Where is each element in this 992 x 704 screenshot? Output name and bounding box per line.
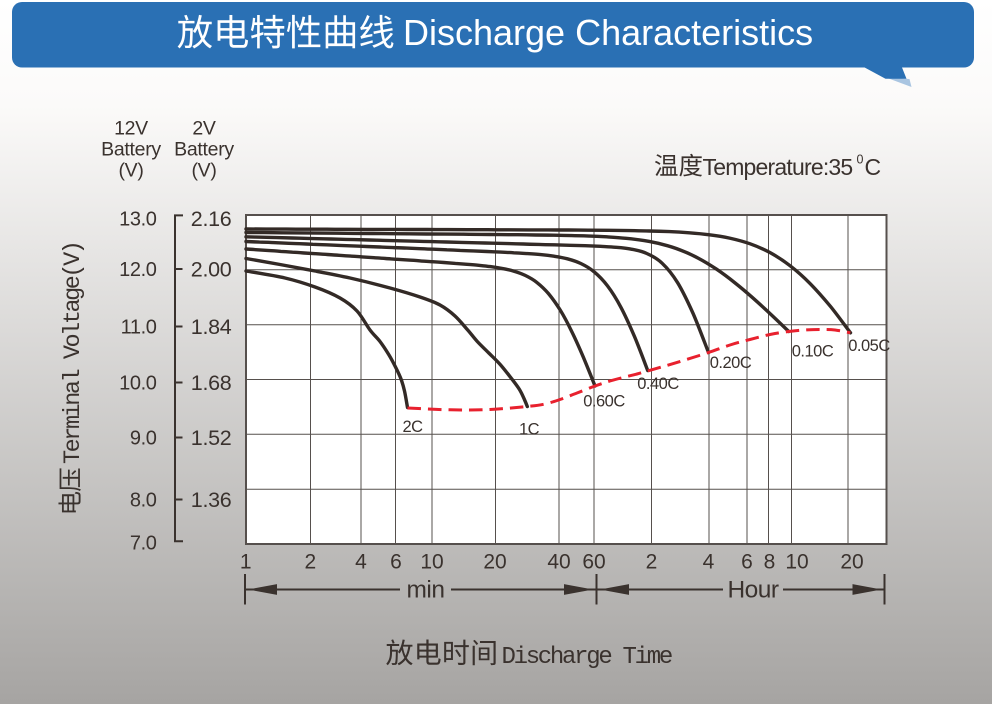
svg-text:11.0: 11.0 xyxy=(121,317,157,339)
svg-text:1.84: 1.84 xyxy=(191,315,232,339)
svg-text:Discharge Time: Discharge Time xyxy=(502,644,672,671)
svg-text:0.20C: 0.20C xyxy=(710,354,752,372)
svg-text:10: 10 xyxy=(785,551,808,574)
svg-text:2C: 2C xyxy=(402,418,423,436)
svg-text:1: 1 xyxy=(240,551,252,574)
svg-text:4: 4 xyxy=(703,551,715,574)
svg-text:2V: 2V xyxy=(192,118,216,140)
svg-text:20: 20 xyxy=(483,551,506,574)
svg-text:Terminal Voltage(V): Terminal Voltage(V) xyxy=(60,243,87,464)
svg-text:4: 4 xyxy=(355,551,367,574)
svg-text:Battery: Battery xyxy=(174,139,234,161)
svg-text:1.68: 1.68 xyxy=(191,371,232,395)
svg-text:0: 0 xyxy=(857,153,864,167)
svg-text:Hour: Hour xyxy=(727,577,778,604)
svg-text:12V: 12V xyxy=(114,118,148,140)
svg-text:1C: 1C xyxy=(519,421,540,439)
svg-text:Discharge Characteristics: Discharge Characteristics xyxy=(403,12,813,53)
svg-text:2.00: 2.00 xyxy=(191,258,232,282)
svg-text:9.0: 9.0 xyxy=(130,428,157,450)
svg-text:Battery: Battery xyxy=(101,139,161,161)
svg-text:0.40C: 0.40C xyxy=(637,375,679,393)
svg-text:min: min xyxy=(407,577,445,604)
svg-text:13.0: 13.0 xyxy=(119,209,157,231)
svg-text:8: 8 xyxy=(764,551,776,574)
svg-text:12.0: 12.0 xyxy=(119,259,157,281)
svg-text:60: 60 xyxy=(582,551,605,574)
svg-text:2.16: 2.16 xyxy=(191,207,232,231)
svg-text:20: 20 xyxy=(840,551,863,574)
svg-text:40: 40 xyxy=(547,551,570,574)
svg-text:10: 10 xyxy=(420,551,443,574)
svg-text:1.36: 1.36 xyxy=(191,488,232,512)
svg-text:0.10C: 0.10C xyxy=(792,342,834,360)
svg-text:(V): (V) xyxy=(118,160,143,182)
svg-text:8.0: 8.0 xyxy=(130,490,157,512)
svg-text:Temperature:35: Temperature:35 xyxy=(703,154,853,180)
svg-text:6: 6 xyxy=(741,551,753,574)
svg-text:2: 2 xyxy=(646,551,658,574)
svg-text:10.0: 10.0 xyxy=(119,373,157,395)
svg-text:2: 2 xyxy=(305,551,317,574)
svg-text:7.0: 7.0 xyxy=(130,533,157,555)
svg-text:0.60C: 0.60C xyxy=(583,393,625,411)
svg-text:6: 6 xyxy=(390,551,402,574)
svg-text:0.05C: 0.05C xyxy=(848,337,890,355)
svg-text:(V): (V) xyxy=(191,160,216,182)
svg-text:C: C xyxy=(865,154,882,180)
svg-text:1.52: 1.52 xyxy=(191,426,232,450)
